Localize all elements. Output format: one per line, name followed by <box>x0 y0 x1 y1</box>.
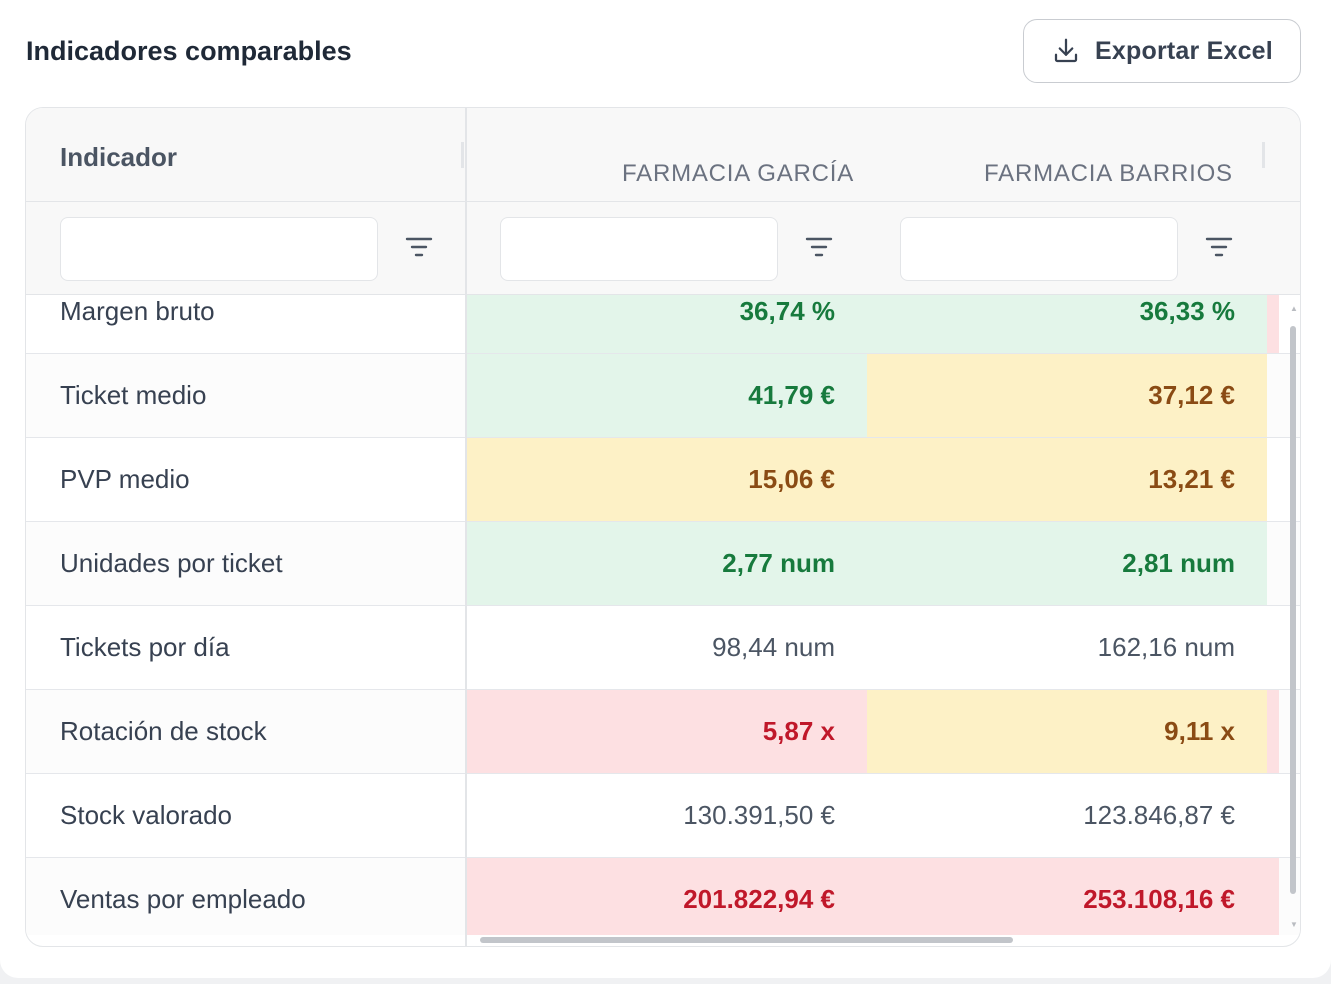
filter-icon[interactable] <box>1204 232 1234 262</box>
table-row[interactable]: Rotación de stock 5,87 x 9,11 x <box>26 690 1300 774</box>
export-excel-button[interactable]: Exportar Excel <box>1023 19 1301 83</box>
column-resize-handle[interactable] <box>1262 142 1265 168</box>
value-cell-next-column <box>1267 438 1279 521</box>
value-cell-next-column <box>1267 606 1279 689</box>
value-cell-farmacia-barrios: 253.108,16 € <box>867 858 1267 935</box>
value-cell-farmacia-garcia: 5,87 x <box>467 690 867 773</box>
indicator-name-cell: Ticket medio <box>60 380 207 410</box>
value-cell-farmacia-barrios: 9,11 x <box>867 690 1267 773</box>
table-row[interactable]: Ticket medio 41,79 €37,12 € <box>26 354 1300 438</box>
value-cell-farmacia-garcia: 41,79 € <box>467 354 867 437</box>
value-cell-farmacia-barrios: 13,21 € <box>867 438 1267 521</box>
scroll-up-arrow-icon[interactable]: ▲ <box>1290 304 1298 313</box>
indicator-name-cell: Ventas por empleado <box>60 884 306 914</box>
value-cell-farmacia-barrios: 162,16 num <box>1097 632 1235 662</box>
filter-row <box>26 202 1300 295</box>
value-cell-next-column <box>1267 858 1279 935</box>
filter-input-farmacia-barrios[interactable] <box>900 217 1178 281</box>
table-header: Indicador FARMACIA GARCÍA FARMACIA BARRI… <box>26 108 1300 202</box>
horizontal-scrollbar[interactable] <box>466 934 1284 944</box>
value-cell-farmacia-garcia: 98,44 num <box>712 632 835 662</box>
table-row[interactable]: Margen bruto 36,74 % 36,33 % <box>26 295 1300 354</box>
value-cell-farmacia-barrios: 123.846,87 € <box>1083 800 1235 830</box>
indicator-name-cell: Tickets por día <box>60 632 230 662</box>
page-title: Indicadores comparables <box>26 36 352 66</box>
column-resize-handle[interactable] <box>461 142 464 168</box>
value-cell-farmacia-garcia: 36,74 % <box>467 295 867 353</box>
column-header-indicador[interactable]: Indicador <box>60 142 178 172</box>
filter-input-farmacia-garcia[interactable] <box>500 217 778 281</box>
horizontal-scrollbar-thumb[interactable] <box>480 937 1013 943</box>
indicator-name-cell: Unidades por ticket <box>60 548 283 578</box>
indicator-name-cell: Margen bruto <box>60 296 215 326</box>
table-row[interactable]: Unidades por ticket 2,77 num 2,81 num <box>26 522 1300 606</box>
table-row[interactable]: Ventas por empleado 201.822,94 €253.108,1… <box>26 858 1300 935</box>
filter-icon[interactable] <box>404 232 434 262</box>
value-cell-farmacia-barrios: 37,12 € <box>867 354 1267 437</box>
vertical-scrollbar-thumb[interactable] <box>1290 326 1296 894</box>
column-divider <box>465 108 467 946</box>
value-cell-farmacia-barrios: 36,33 % <box>867 295 1267 353</box>
value-cell-next-column <box>1267 690 1279 773</box>
scroll-down-arrow-icon[interactable]: ▼ <box>1290 920 1298 929</box>
value-cell-farmacia-garcia: 130.391,50 € <box>683 800 835 830</box>
filter-icon[interactable] <box>804 232 834 262</box>
value-cell-farmacia-garcia: 201.822,94 € <box>467 858 867 935</box>
table-row[interactable]: Stock valorado 130.391,50 € 123.846,87 € <box>26 774 1300 858</box>
value-cell-farmacia-barrios: 2,81 num <box>867 522 1267 605</box>
indicator-name-cell: PVP medio <box>60 464 190 494</box>
column-header-farmacia-garcia[interactable]: FARMACIA GARCÍA <box>622 160 855 187</box>
table-row[interactable]: Tickets por día 98,44 num 162,16 num <box>26 606 1300 690</box>
indicator-name-cell: Stock valorado <box>60 800 232 830</box>
indicator-name-cell: Rotación de stock <box>60 716 267 746</box>
column-header-farmacia-barrios[interactable]: FARMACIA BARRIOS <box>984 160 1233 187</box>
download-icon <box>1054 38 1078 63</box>
export-excel-label: Exportar Excel <box>1095 36 1273 65</box>
comparison-table: Indicador FARMACIA GARCÍA FARMACIA BARRI… <box>25 107 1301 947</box>
vertical-scrollbar[interactable]: ▲ ▼ <box>1288 304 1298 938</box>
table-row[interactable]: PVP medio 15,06 €13,21 € <box>26 438 1300 522</box>
filter-input-indicador[interactable] <box>60 217 378 281</box>
value-cell-next-column <box>1267 774 1279 857</box>
table-body: Margen bruto 36,74 % 36,33 % Ticket medio 41… <box>26 295 1300 935</box>
value-cell-farmacia-garcia: 2,77 num <box>467 522 867 605</box>
value-cell-farmacia-garcia: 15,06 € <box>467 438 867 521</box>
value-cell-next-column <box>1267 354 1279 437</box>
value-cell-next-column <box>1267 522 1279 605</box>
value-cell-next-column <box>1267 295 1279 353</box>
